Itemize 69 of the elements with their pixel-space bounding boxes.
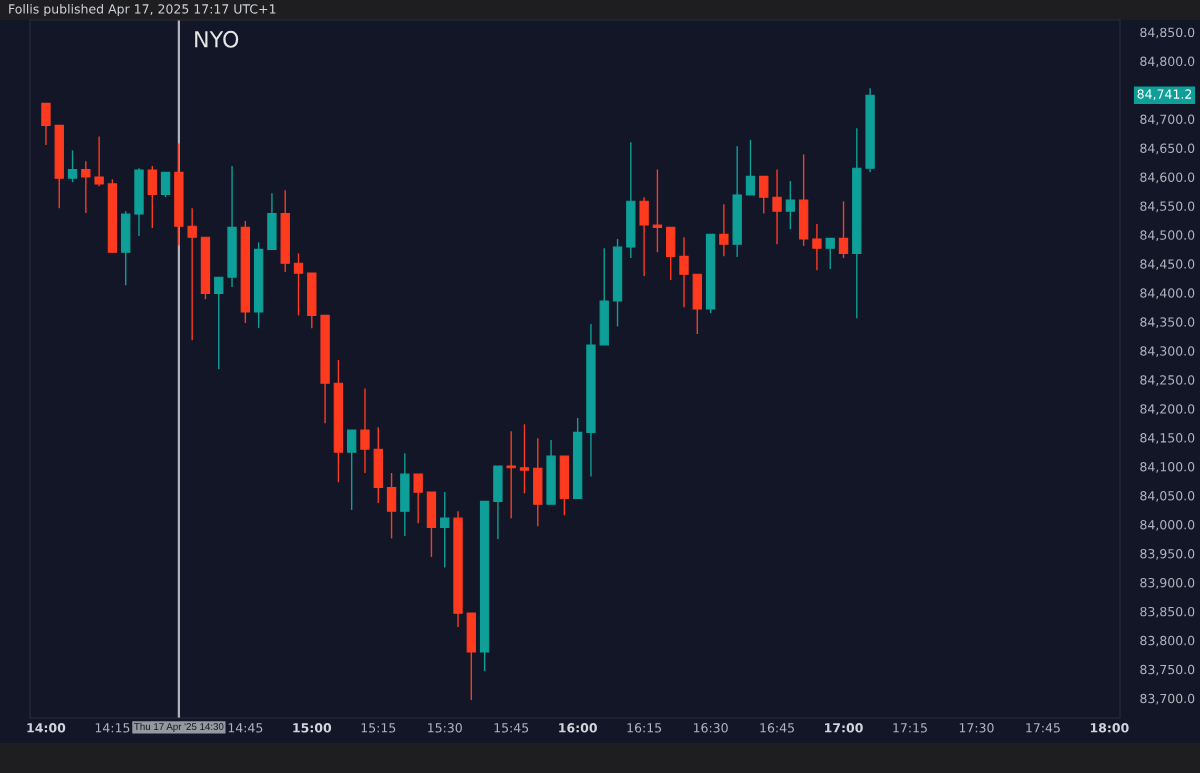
x-tick-label: 17:45 xyxy=(1026,723,1060,733)
y-tick-label: 84,050.0 xyxy=(1140,491,1195,502)
x-tick-label: 15:45 xyxy=(494,723,529,733)
y-tick-label: 83,800.0 xyxy=(1140,635,1195,647)
y-tick-label: 84,000.0 xyxy=(1140,520,1195,531)
y-tick-label: 84,400.0 xyxy=(1140,288,1195,300)
candlestick xyxy=(67,149,78,183)
y-tick-label: 84,600.0 xyxy=(1140,172,1195,184)
x-tick-label: 14:45 xyxy=(228,723,263,733)
x-tick-label: 17:30 xyxy=(959,723,994,733)
y-tick-label: 84,550.0 xyxy=(1140,201,1195,213)
x-tick-label: 15:30 xyxy=(428,723,462,733)
y-tick-label: 83,850.0 xyxy=(1140,606,1195,618)
candlestick xyxy=(360,387,370,474)
candlestick xyxy=(772,168,782,245)
x-tick-label: 16:45 xyxy=(760,723,794,733)
y-tick-label: 84,650.0 xyxy=(1140,143,1195,155)
candlestick xyxy=(825,237,835,270)
candlestick xyxy=(94,135,104,187)
x-tick-label: 16:30 xyxy=(693,723,728,733)
candlestick xyxy=(745,139,756,196)
y-tick-label: 84,850.0 xyxy=(1140,27,1195,39)
y-tick-label: 84,500.0 xyxy=(1140,230,1195,242)
x-tick-label: 16:00 xyxy=(559,723,597,733)
y-tick-label: 84,450.0 xyxy=(1140,259,1195,271)
y-tick-label: 83,950.0 xyxy=(1140,548,1195,560)
x-tick-label: 16:15 xyxy=(627,723,662,733)
candlestick xyxy=(519,423,530,494)
candlestick xyxy=(838,200,849,259)
candlestick xyxy=(293,252,304,317)
candlestick xyxy=(347,429,357,511)
candlestick xyxy=(812,223,822,271)
candlestick xyxy=(440,491,450,569)
candlestick xyxy=(187,207,197,342)
y-tick-label: 84,350.0 xyxy=(1140,317,1195,328)
candlestick xyxy=(506,430,516,519)
candlestick xyxy=(386,472,397,540)
text: 84,741.2 xyxy=(1137,89,1192,101)
y-tick-label: 83,750.0 xyxy=(1140,664,1195,676)
x-tick-label: 14:00 xyxy=(27,723,66,733)
y-tick-label: 84,800.0 xyxy=(1140,56,1195,68)
y-tick-label: 84,700.0 xyxy=(1140,114,1195,126)
candlestick xyxy=(652,168,663,253)
candlestick xyxy=(81,160,91,214)
y-tick-label: 84,250.0 xyxy=(1140,375,1195,386)
x-tick-label: Thu 17 Apr '25 14:30 xyxy=(134,722,224,732)
candlestick xyxy=(214,276,224,370)
candlestick xyxy=(719,203,729,258)
candlestick xyxy=(639,196,649,277)
y-tick-label: 84,150.0 xyxy=(1140,433,1195,444)
y-tick-label: 84,100.0 xyxy=(1140,462,1195,473)
x-tick-label: 14:15 xyxy=(95,723,130,733)
y-tick-label: 84,200.0 xyxy=(1140,404,1195,415)
candlestick xyxy=(413,473,423,525)
ref-line-label: NYO xyxy=(195,30,239,48)
candlestick xyxy=(759,175,769,215)
candlestick xyxy=(679,236,689,309)
candlestick xyxy=(785,180,796,230)
x-tick-label: 18:00 xyxy=(1090,723,1129,733)
y-tick-label: 83,700.0 xyxy=(1140,693,1195,705)
text: Follis published Apr 17, 2025 17:17 UTC+1 xyxy=(9,3,276,17)
y-tick-label: 84,300.0 xyxy=(1140,346,1195,357)
x-tick-label: 17:15 xyxy=(893,723,927,733)
x-tick-label: 15:15 xyxy=(361,723,396,733)
candlestick xyxy=(160,171,171,198)
y-tick-label: 83,900.0 xyxy=(1140,577,1195,589)
candlestick xyxy=(41,102,51,146)
x-tick-label: 15:00 xyxy=(293,723,332,733)
x-tick-label: 17:00 xyxy=(825,723,863,733)
